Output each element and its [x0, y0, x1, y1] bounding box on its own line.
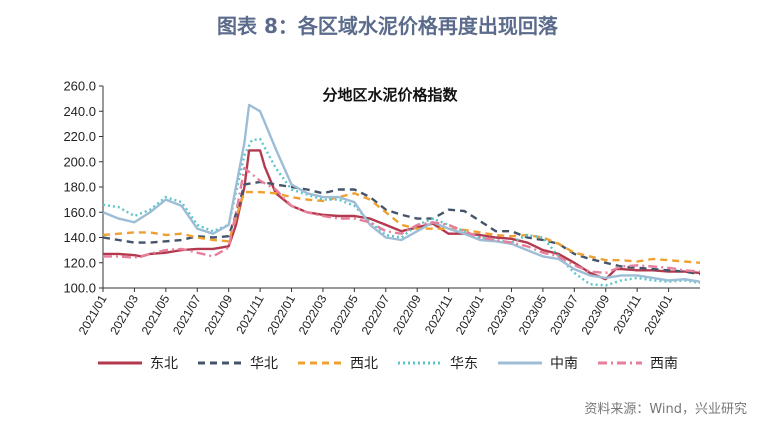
- y-tick-label: 140.0: [63, 230, 96, 245]
- figure-title: 图表 8：各区域水泥价格再度出现回落: [217, 14, 558, 38]
- y-tick-label: 180.0: [63, 180, 96, 195]
- x-tick-label: 2021/05: [139, 292, 173, 337]
- y-tick-label: 260.0: [63, 79, 96, 94]
- legend-label-3: 西北: [350, 356, 378, 372]
- x-tick-label: 2022/01: [264, 292, 298, 337]
- x-tick-label: 2021/03: [107, 292, 141, 337]
- x-tick-label: 2021/11: [233, 292, 267, 336]
- chart-legend: 东北 华北 西北 华东 中南 西南: [98, 356, 678, 372]
- x-tick-label: 2022/05: [327, 292, 361, 337]
- source-note: 资料来源：Wind，兴业研究: [584, 402, 747, 417]
- series-line-1: [103, 149, 701, 281]
- legend-label-1: 东北: [150, 356, 178, 372]
- legend-label-2: 华北: [250, 356, 278, 372]
- x-tick-label: 2024/01: [641, 292, 675, 337]
- y-tick-label: 240.0: [63, 104, 96, 119]
- y-tick-label: 100.0: [63, 281, 96, 296]
- series-line-5: [102, 103, 701, 283]
- x-tick-label: 2023/07: [547, 292, 581, 337]
- y-tick-label: 200.0: [63, 154, 96, 169]
- x-tick-label: 2021/09: [201, 292, 235, 337]
- x-tick-label: 2022/03: [296, 292, 330, 337]
- x-tick-label: 2021/07: [170, 292, 204, 337]
- legend-label-4: 华东: [450, 356, 478, 372]
- x-tick-label: 2023/11: [610, 292, 644, 336]
- y-tick-label: 220.0: [63, 129, 96, 144]
- y-tick-label: 160.0: [63, 205, 96, 220]
- series-line-3: [102, 190, 701, 264]
- chart-title: 分地区水泥价格指数: [322, 86, 458, 104]
- x-tick-label: 2022/07: [359, 292, 393, 337]
- y-tick-label: 120.0: [63, 255, 96, 270]
- series-line-6: [103, 166, 701, 275]
- legend-label-6: 西南: [650, 356, 678, 372]
- x-tick-label: 2023/01: [453, 292, 487, 337]
- x-tick-label: 2023/05: [516, 292, 550, 337]
- x-tick-label: 2023/09: [579, 292, 613, 337]
- x-tick-label: 2021/01: [76, 292, 110, 337]
- series-line-4: [102, 137, 701, 287]
- legend-label-5: 中南: [550, 356, 578, 372]
- series-line-2: [102, 180, 701, 276]
- x-tick-label: 2023/03: [484, 292, 518, 337]
- x-tick-label: 2022/09: [390, 292, 424, 337]
- x-tick-label: 2022/11: [422, 292, 456, 336]
- series-layer: [102, 103, 701, 287]
